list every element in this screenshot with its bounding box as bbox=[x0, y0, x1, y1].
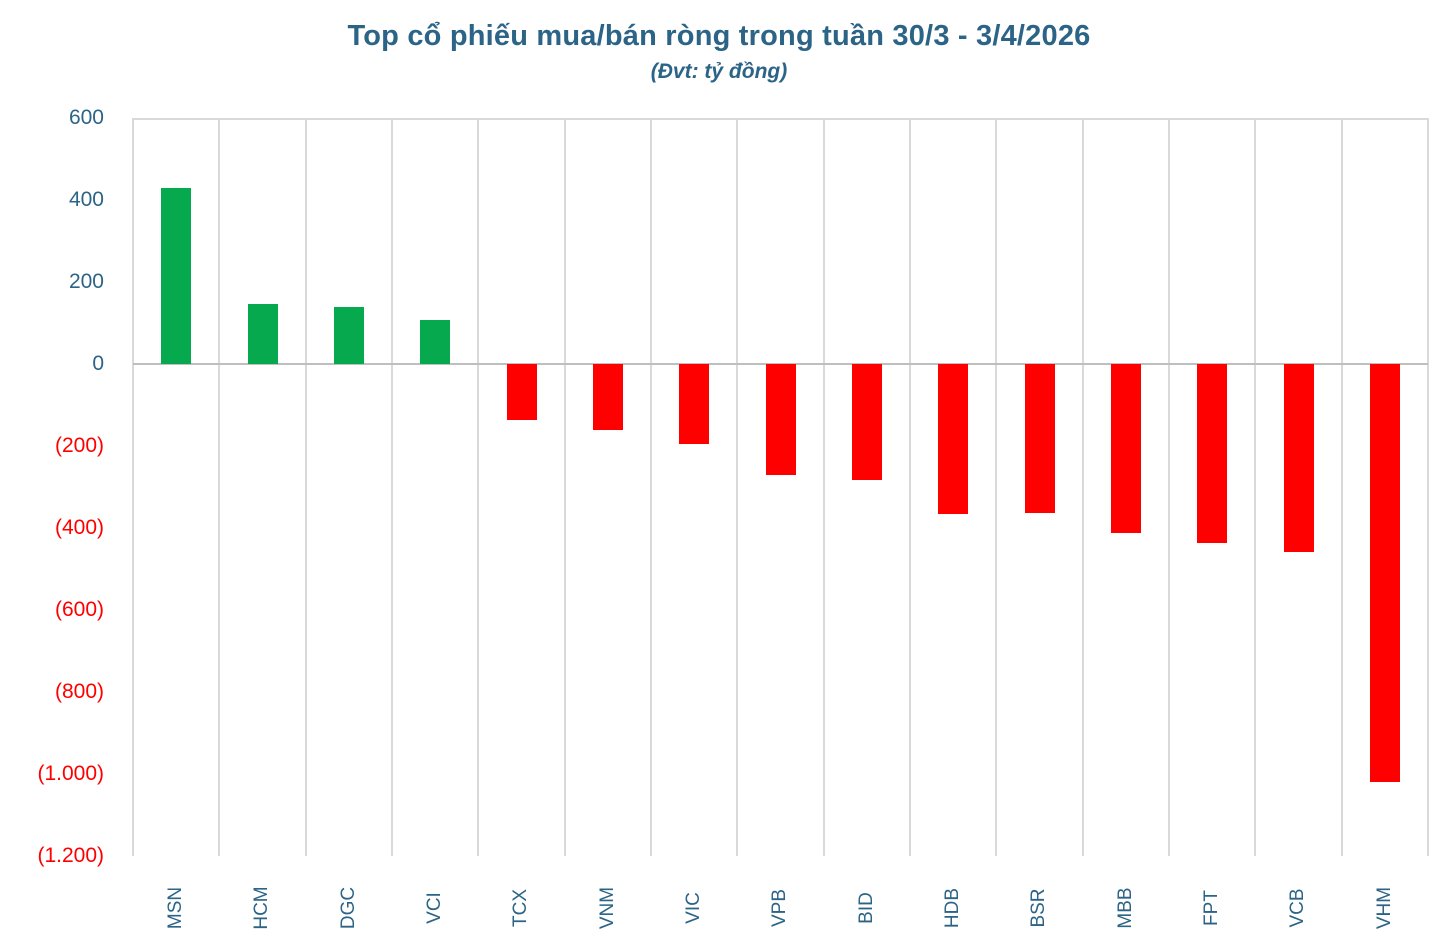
x-tick-cell: TCX bbox=[478, 868, 564, 948]
x-tick-label: VHM bbox=[1373, 886, 1395, 930]
x-tick-label: MSN bbox=[165, 886, 187, 930]
x-tick-label: BSR bbox=[1028, 888, 1050, 928]
vertical-gridline bbox=[1081, 118, 1084, 856]
x-tick-label: VPB bbox=[769, 888, 791, 928]
bar-VCB bbox=[1283, 364, 1314, 553]
x-tick-label: VNM bbox=[596, 886, 618, 930]
vertical-gridline bbox=[132, 118, 134, 856]
vertical-gridline bbox=[391, 118, 393, 856]
x-tick-label: DGC bbox=[337, 886, 359, 930]
x-tick-cell: VCI bbox=[392, 868, 478, 948]
bar-BSR bbox=[1024, 364, 1055, 514]
vertical-gridline bbox=[650, 118, 652, 856]
vertical-gridline bbox=[563, 118, 566, 856]
bar-TCX bbox=[506, 364, 537, 420]
bar-MSN bbox=[161, 187, 192, 364]
bar-VCI bbox=[420, 319, 451, 364]
x-tick-label: VCI bbox=[424, 892, 446, 924]
bar-FPT bbox=[1197, 364, 1228, 543]
x-tick-cell: VCB bbox=[1255, 868, 1341, 948]
plot-area bbox=[132, 118, 1429, 856]
chart-subtitle: (Đvt: tỷ đồng) bbox=[650, 60, 788, 83]
x-tick-cell: MSN bbox=[133, 868, 219, 948]
x-tick-cell: BSR bbox=[996, 868, 1082, 948]
bar-VIC bbox=[679, 364, 710, 445]
x-tick-cell: BID bbox=[824, 868, 910, 948]
bar-DGC bbox=[333, 306, 364, 364]
x-tick-cell: VIC bbox=[651, 868, 737, 948]
bar-VHM bbox=[1369, 364, 1400, 783]
vertical-gridline bbox=[1254, 118, 1257, 856]
y-axis: 600 400 200 0 (200) (400) (600) (800) (1.000) (1.… bbox=[0, 106, 106, 867]
x-tick-cell: FPT bbox=[1169, 868, 1255, 948]
vertical-gridline bbox=[1340, 118, 1343, 856]
vertical-gridline bbox=[477, 118, 480, 856]
y-tick-label: (400) bbox=[54, 516, 104, 539]
x-tick-cell: VHM bbox=[1342, 868, 1428, 948]
x-tick-cell: VNM bbox=[565, 868, 651, 948]
x-tick-label: MBB bbox=[1114, 887, 1136, 929]
vertical-gridline bbox=[1168, 118, 1170, 856]
x-tick-label: VIC bbox=[683, 892, 705, 924]
vertical-gridline bbox=[1427, 118, 1429, 856]
bar-HDB bbox=[938, 364, 969, 515]
y-tick-label: (1.000) bbox=[37, 762, 104, 785]
x-tick-label: FPT bbox=[1201, 890, 1223, 926]
vertical-gridline bbox=[909, 118, 911, 856]
x-tick-cell: HDB bbox=[910, 868, 996, 948]
x-tick-cell: MBB bbox=[1083, 868, 1169, 948]
y-tick-label: 200 bbox=[68, 270, 104, 293]
x-tick-label: TCX bbox=[510, 889, 532, 927]
bar-HCM bbox=[247, 303, 278, 364]
y-tick-label: (1.200) bbox=[37, 844, 104, 867]
x-tick-label: BID bbox=[855, 892, 877, 924]
vertical-gridline bbox=[995, 118, 998, 856]
y-tick-label: 0 bbox=[92, 352, 104, 375]
top-gridline bbox=[133, 118, 1428, 120]
x-tick-cell: DGC bbox=[306, 868, 392, 948]
y-tick-label: (600) bbox=[54, 598, 104, 621]
bar-VNM bbox=[592, 364, 623, 430]
vertical-gridline bbox=[822, 118, 825, 856]
bar-MBB bbox=[1110, 364, 1141, 534]
chart-title: Top cổ phiếu mua/bán ròng trong tuần 30/… bbox=[347, 20, 1091, 52]
y-tick-label: 600 bbox=[68, 106, 104, 129]
bar-BID bbox=[851, 364, 882, 481]
x-tick-label: HCM bbox=[251, 886, 273, 930]
x-tick-label: HDB bbox=[942, 887, 964, 929]
y-tick-label: (200) bbox=[54, 434, 104, 457]
vertical-gridline bbox=[218, 118, 221, 856]
bar-VPB bbox=[765, 364, 796, 476]
y-tick-label: 400 bbox=[68, 188, 104, 211]
vertical-gridline bbox=[736, 118, 739, 856]
x-tick-cell: VPB bbox=[737, 868, 823, 948]
x-tick-cell: HCM bbox=[219, 868, 305, 948]
y-tick-label: (800) bbox=[54, 680, 104, 703]
vertical-gridline bbox=[304, 118, 307, 856]
x-axis: MSN HCM DGC VCI TCX VNM VIC VPB BID HDB BSR MBB FPT V… bbox=[133, 868, 1428, 948]
x-tick-label: VCB bbox=[1287, 888, 1309, 928]
